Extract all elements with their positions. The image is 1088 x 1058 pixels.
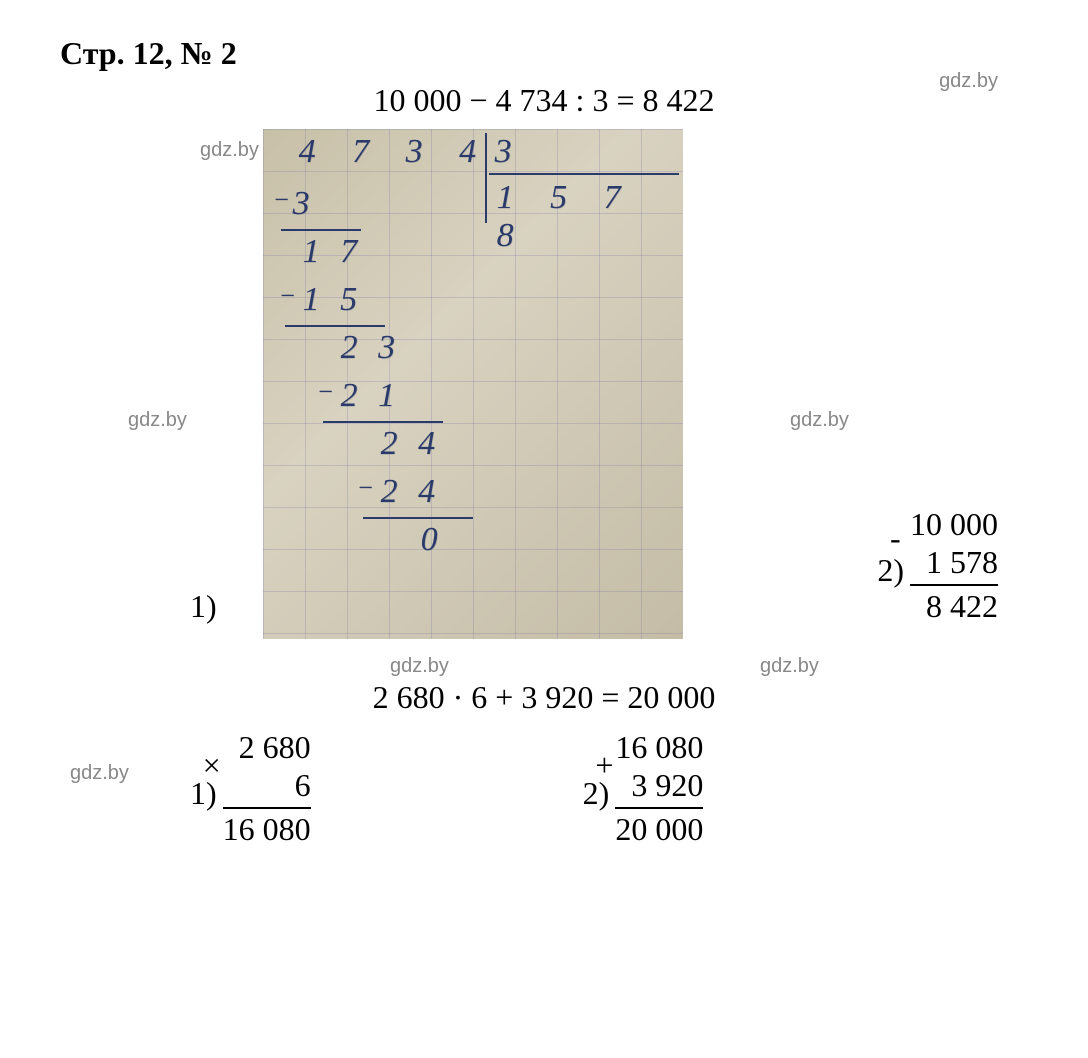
watermark-mid-left: gdz.by (128, 409, 187, 432)
p2-step2-label: 2) (583, 775, 610, 848)
ld-s1: 1 7 (303, 233, 364, 271)
ld-dividend: 4 7 3 4 (299, 133, 491, 171)
watermark-mid-right: gdz.by (790, 409, 849, 432)
p1-sub-r: 8 422 (910, 584, 998, 625)
p2-step1-label: 1) (190, 775, 217, 848)
p2-multiplication: ×2 680 6 16 080 (223, 728, 311, 848)
ld-l0 (281, 229, 361, 231)
ld-s2: 1 5 (303, 281, 364, 319)
watermark-eq2-right: gdz.by (760, 655, 819, 678)
p1-subtraction: -10 000 1 578 8 422 (910, 505, 998, 625)
ld-divisor: 3 (495, 133, 512, 171)
p2-add-op: + (595, 746, 613, 784)
p2-mult-op: × (203, 746, 221, 784)
ld-l3 (363, 517, 473, 519)
p2-mult-r: 16 080 (223, 807, 311, 848)
ld-l2 (323, 421, 443, 423)
watermark-eq2-left: gdz.by (390, 655, 449, 678)
p2-add-a: 16 080 (615, 729, 703, 765)
ld-quotient: 1 5 7 8 (497, 179, 683, 255)
watermark-top-right: gdz.by (939, 70, 998, 93)
long-division-photo: 4 7 3 4 3 1 5 7 8 3 − 1 7 1 5 − 2 3 2 1 … (263, 129, 683, 639)
equation-1: 10 000 − 4 734 : 3 = 8 422 (60, 82, 1028, 119)
ld-s6: 2 4 (381, 473, 442, 511)
ld-s0: 3 (293, 185, 310, 223)
ld-div-hline (489, 173, 679, 175)
equation-2: 2 680 · 6 + 3 920 = 20 000 (60, 679, 1028, 716)
watermark-photo-left: gdz.by (200, 139, 259, 162)
page-header: Стр. 12, № 2 (60, 35, 1028, 72)
p2-add-b: 3 920 (615, 766, 703, 804)
p1-step1-label: 1) (190, 588, 217, 639)
ld-s5: 2 4 (381, 425, 442, 463)
watermark-bottom-left: gdz.by (70, 762, 129, 785)
p2-add-r: 20 000 (615, 807, 703, 848)
p1-sub-op: - (890, 519, 901, 557)
ld-s4: 2 1 (341, 377, 402, 415)
ld-div-vline (485, 133, 487, 223)
p1-sub-b: 1 578 (910, 543, 998, 581)
p2-mult-a: 2 680 (239, 729, 311, 765)
p2-mult-b: 6 (223, 766, 311, 804)
p2-addition: +16 080 3 920 20 000 (615, 728, 703, 848)
p1-sub-a: 10 000 (910, 506, 998, 542)
ld-s7: 0 (421, 521, 438, 559)
p1-step2-label: 2) (877, 552, 904, 625)
ld-s3: 2 3 (341, 329, 402, 367)
ld-l1 (285, 325, 385, 327)
